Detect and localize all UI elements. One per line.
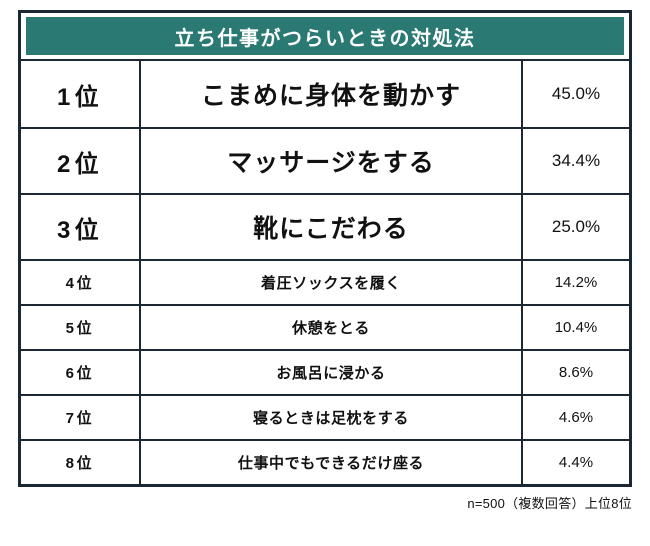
item-cell: お風呂に浸かる <box>141 351 523 394</box>
value-cell: 25.0% <box>551 217 601 236</box>
item-cell: 寝るときは足枕をする <box>141 396 523 439</box>
value-cell: 14.2% <box>554 274 598 291</box>
rank-cell: 6位 <box>21 351 141 394</box>
rank-cell: 8位 <box>21 441 141 484</box>
rank-cell: 5位 <box>21 306 141 349</box>
rank-cell: 7位 <box>21 396 141 439</box>
item-cell: 仕事中でもできるだけ座る <box>141 441 523 484</box>
value-cell: 4.4% <box>558 454 594 471</box>
item-cell: こまめに身体を動かす <box>141 61 523 127</box>
value-cell: 8.6% <box>558 364 594 381</box>
rank-cell: 3位 <box>21 195 141 259</box>
footnote: n=500（複数回答）上位8位 <box>467 496 632 511</box>
rank-cell: 4位 <box>21 261 141 304</box>
table-row: 8位 仕事中でもできるだけ座る 4.4% <box>21 439 629 484</box>
value-cell: 4.6% <box>558 409 594 426</box>
page-title: 立ち仕事がつらいときの対処法 <box>174 27 476 50</box>
table-row: 7位 寝るときは足枕をする 4.6% <box>21 394 629 439</box>
value-cell: 45.0% <box>551 84 601 103</box>
table-row: 4位 着圧ソックスを履く 14.2% <box>21 259 629 304</box>
table-row: 3位 靴にこだわる 25.0% <box>21 193 629 259</box>
table-row: 5位 休憩をとる 10.4% <box>21 304 629 349</box>
table-row: 2位 マッサージをする 34.4% <box>21 127 629 193</box>
table-body: 1位 こまめに身体を動かす 45.0% 2位 マッサージをする 34.4% 3位… <box>21 61 629 484</box>
table-header: 立ち仕事がつらいときの対処法 <box>21 13 629 61</box>
item-cell: マッサージをする <box>141 129 523 193</box>
value-cell: 10.4% <box>554 319 598 336</box>
rank-cell: 1位 <box>21 61 141 127</box>
item-cell: 靴にこだわる <box>141 195 523 259</box>
table-row: 6位 お風呂に浸かる 8.6% <box>21 349 629 394</box>
ranking-table: 立ち仕事がつらいときの対処法 1位 こまめに身体を動かす 45.0% 2位 マッ… <box>18 10 632 487</box>
title-bar: 立ち仕事がつらいときの対処法 <box>26 17 624 55</box>
item-cell: 着圧ソックスを履く <box>141 261 523 304</box>
item-cell: 休憩をとる <box>141 306 523 349</box>
value-cell: 34.4% <box>551 151 601 170</box>
table-row: 1位 こまめに身体を動かす 45.0% <box>21 61 629 127</box>
rank-cell: 2位 <box>21 129 141 193</box>
